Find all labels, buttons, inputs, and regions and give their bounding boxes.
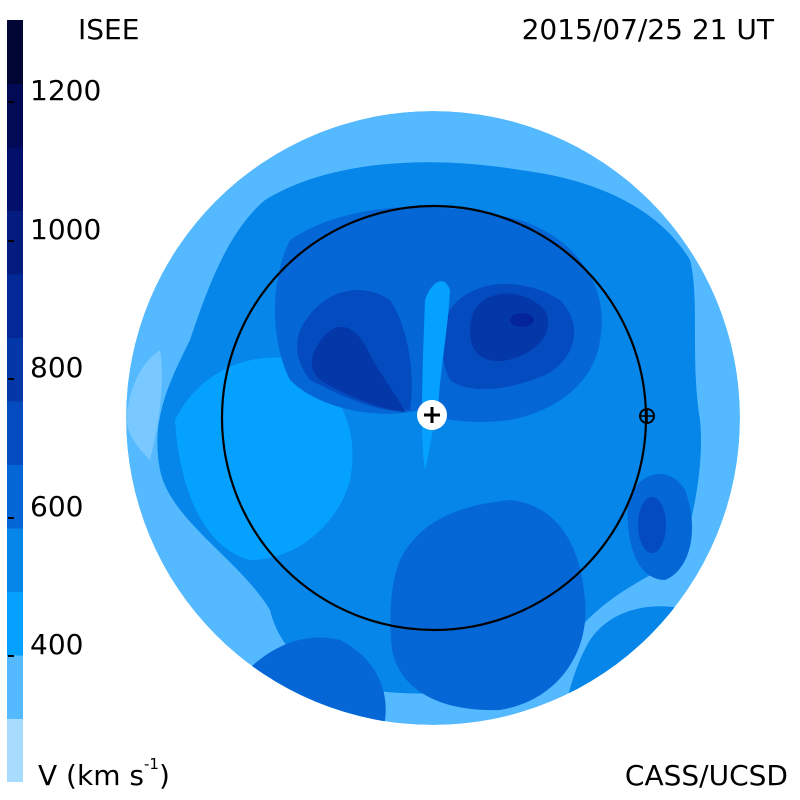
- colorbar-tick-label: 400: [30, 628, 84, 662]
- colorbar-tick-mark: [8, 378, 14, 381]
- region-light-left: [175, 357, 353, 560]
- quantity-exponent: -1: [143, 754, 159, 773]
- quantity-close: ): [158, 759, 170, 792]
- colorbar-band: [7, 591, 23, 656]
- colorbar-tick-label: 1200: [30, 74, 102, 108]
- colorbar: [7, 20, 23, 782]
- colorbar-band: [7, 718, 23, 782]
- colorbar-band: [7, 147, 23, 211]
- colorbar-tick-mark: [8, 516, 14, 519]
- colorbar-band: [7, 528, 23, 592]
- region-darkest-right: [470, 293, 549, 362]
- colorbar-band: [7, 464, 23, 529]
- colorbar-tick-mark: [8, 101, 14, 104]
- quantity-label: V (km s-1): [38, 756, 170, 792]
- quantity-text: V (km s: [38, 759, 144, 792]
- reference-orbit-circle: [220, 204, 648, 632]
- sun-marker: [417, 400, 447, 430]
- colorbar-tick-label: 600: [30, 489, 84, 523]
- colorbar-tick-mark: [8, 655, 14, 658]
- colorbar-band: [7, 274, 23, 338]
- region-darkest-left: [311, 326, 405, 412]
- region-light-edge-left: [126, 350, 162, 460]
- credit-label: CASS/UCSD: [624, 759, 788, 792]
- colorbar-band: [7, 337, 23, 402]
- earth-marker: [639, 408, 655, 424]
- colorbar-band: [7, 655, 23, 719]
- region-peak-right: [510, 313, 534, 327]
- colorbar-band: [7, 83, 23, 148]
- colorbar-tick-mark: [8, 239, 14, 242]
- colorbar-tick-label: 1000: [30, 212, 102, 246]
- datetime-label: 2015/07/25 21 UT: [521, 13, 774, 46]
- region-darker-right-blob: [638, 497, 666, 553]
- colorbar-band: [7, 401, 23, 465]
- colorbar-band: [7, 20, 23, 84]
- region-dark-lower: [390, 500, 586, 711]
- observatory-label: ISEE: [78, 13, 140, 46]
- colorbar-band: [7, 210, 23, 275]
- colorbar-tick-label: 800: [30, 351, 84, 385]
